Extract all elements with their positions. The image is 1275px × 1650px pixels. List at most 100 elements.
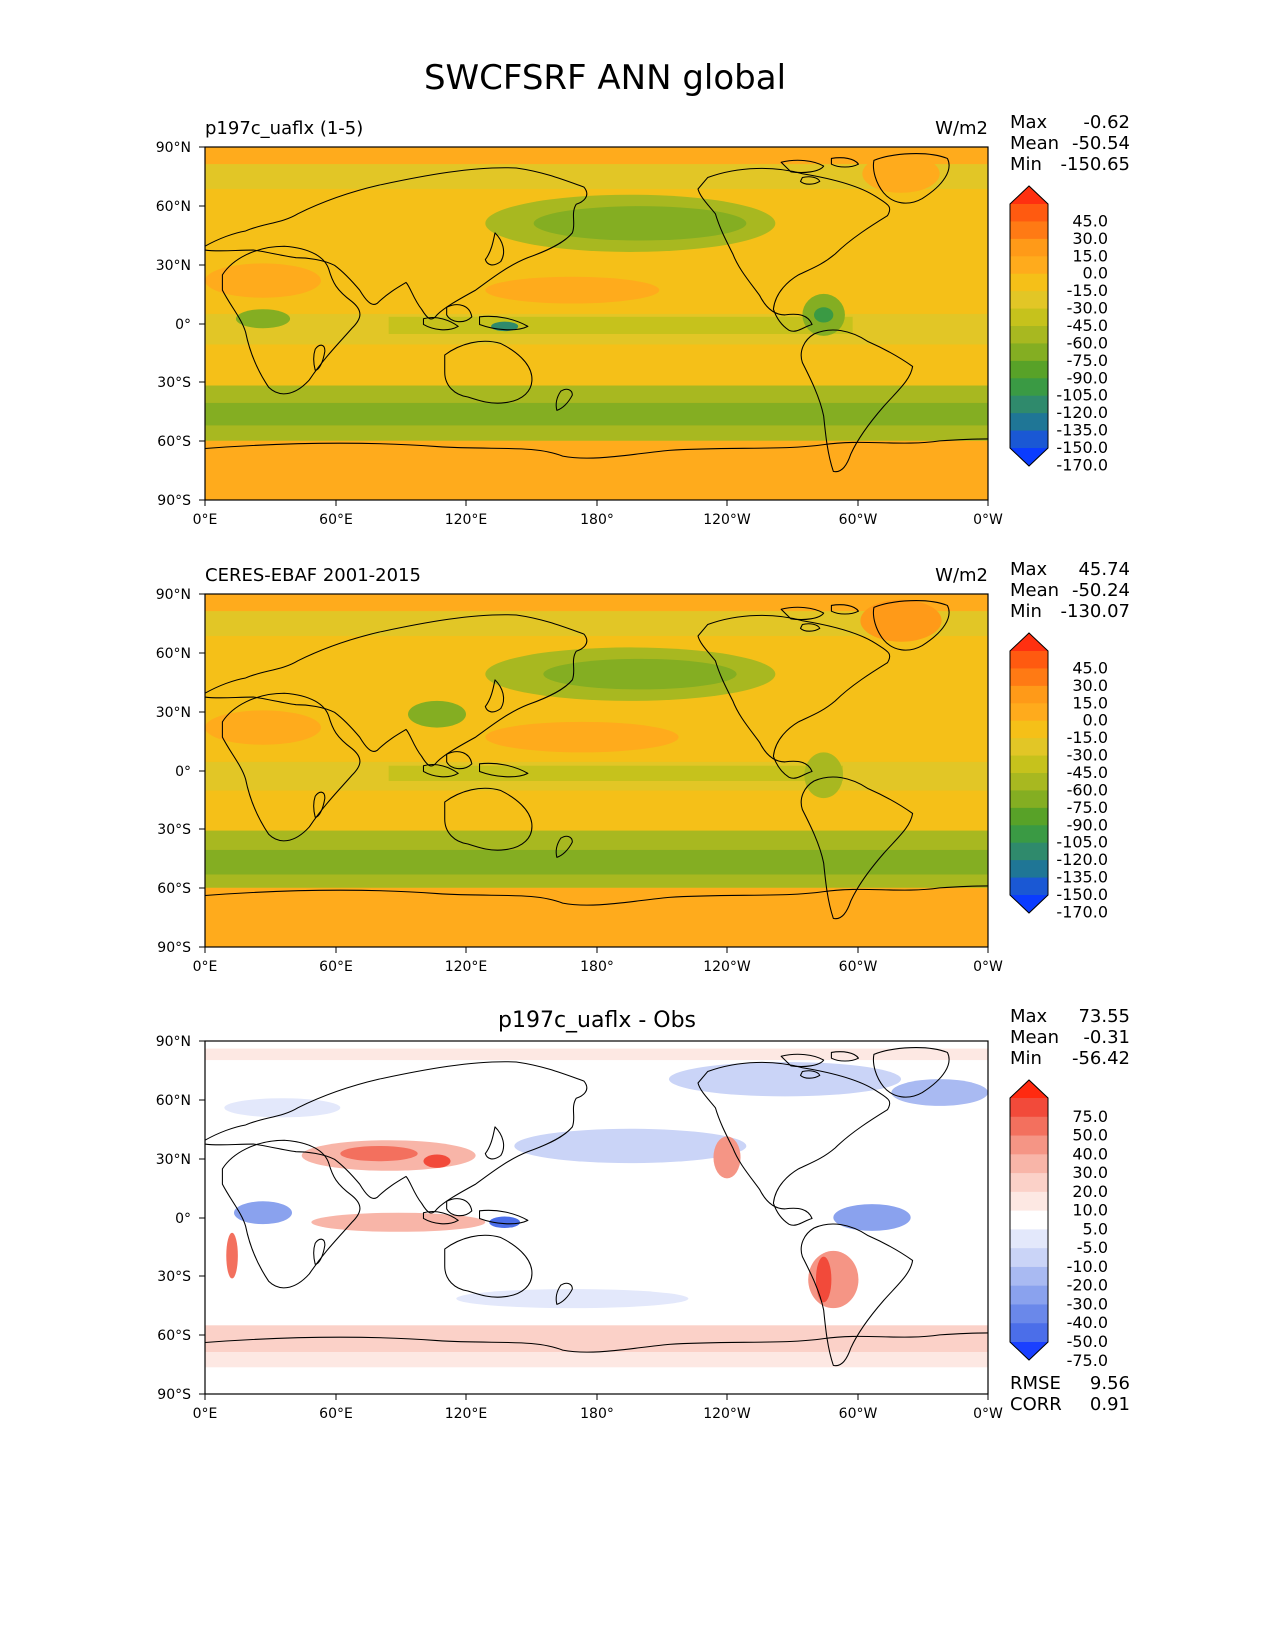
lat-tick-label: 90°S — [157, 940, 191, 956]
colorbar-tick-label: -75.0 — [1067, 798, 1108, 817]
colorbar-tick-label: -60.0 — [1067, 333, 1108, 352]
map-plot-ref — [205, 594, 988, 947]
colorbar-bin — [1010, 395, 1048, 414]
lon-tick-label: 120°W — [703, 512, 751, 528]
lat-tick-label: 30°S — [157, 375, 191, 391]
colorbar-tick-label: -120.0 — [1056, 403, 1108, 422]
lat-axis: 90°N 60°N 30°N 0° 30°S 60°S 90°S — [156, 140, 205, 509]
colorbar-tick-label: 30.0 — [1072, 676, 1108, 695]
colorbar-bin — [1010, 221, 1048, 240]
lon-tick-label: 120°W — [703, 959, 751, 975]
colorbar-tick-label: 0.0 — [1083, 711, 1108, 730]
lon-tick-label: 60°W — [839, 959, 878, 975]
colorbar: 75.050.040.030.020.010.05.0-5.0-10.0-20.… — [1009, 1079, 1108, 1370]
colorbar-bin — [1010, 256, 1048, 275]
lon-axis: 0°E 60°E 120°E 180° 120°W 60°W 0°W — [193, 947, 1003, 975]
stat-label: Min — [1010, 1048, 1042, 1069]
panel-test: p197c_uaflx (1-5) W/m2 — [156, 112, 1130, 528]
lon-tick-label: 0°E — [193, 1406, 218, 1422]
colorbar-bin — [1010, 308, 1048, 327]
colorbar-bin — [1010, 842, 1048, 861]
lat-tick-label: 60°S — [157, 881, 191, 897]
colorbar-outline — [1009, 1079, 1049, 1361]
colorbar-tick-label: -90.0 — [1067, 368, 1108, 387]
colorbar-tick-label: 45.0 — [1072, 211, 1108, 230]
colorbar-bin — [1010, 738, 1048, 757]
colorbar-tick-label: -75.0 — [1067, 1351, 1108, 1370]
lat-tick-label: 60°N — [156, 199, 191, 215]
stat-value: 45.74 — [1078, 559, 1130, 580]
colorbar-tick-label: 50.0 — [1072, 1126, 1108, 1145]
lat-tick-label: 30°N — [156, 258, 191, 274]
colorbar-tick-label: -120.0 — [1056, 850, 1108, 869]
colorbar-tick-label: 5.0 — [1083, 1219, 1108, 1238]
colorbar-bin — [1010, 1229, 1048, 1249]
colorbar-extend-min — [1010, 448, 1048, 466]
colorbar-tick-label: -135.0 — [1056, 868, 1108, 887]
stat-value: -50.24 — [1072, 580, 1130, 601]
colorbar-extend-max — [1010, 1080, 1048, 1098]
colorbar-bin — [1010, 1191, 1048, 1212]
lat-tick-label: 90°S — [157, 1387, 191, 1403]
lon-tick-label: 180° — [580, 512, 614, 528]
map-plot-diff — [205, 1041, 988, 1394]
colorbar-bin — [1010, 1135, 1048, 1155]
lat-tick-label: 30°N — [156, 705, 191, 721]
colorbar-bin — [1010, 204, 1048, 223]
lon-tick-label: 120°E — [445, 959, 488, 975]
colorbar-tick-label: -105.0 — [1056, 833, 1108, 852]
stat-value: -150.65 — [1061, 154, 1130, 175]
stat-value: -0.31 — [1083, 1027, 1130, 1048]
colorbar-tick-label: -5.0 — [1077, 1238, 1108, 1257]
lat-axis: 90°N 60°N 30°N 0° 30°S 60°S 90°S — [156, 587, 205, 956]
colorbar-bin — [1010, 651, 1048, 670]
lat-tick-label: 90°S — [157, 493, 191, 509]
colorbar-tick-label: -135.0 — [1056, 421, 1108, 440]
stats-block: Max 45.74 Mean -50.24 Min -130.07 — [1010, 559, 1130, 622]
lon-tick-label: 60°E — [319, 512, 353, 528]
lon-tick-label: 120°W — [703, 1406, 751, 1422]
stat-label: Min — [1010, 601, 1042, 622]
colorbar-tick-label: 75.0 — [1072, 1107, 1108, 1126]
panel-title-center: p197c_uaflx - Obs — [498, 1008, 696, 1033]
stat-label: Max — [1010, 112, 1048, 133]
colorbar-tick-label: -30.0 — [1067, 299, 1108, 318]
panel-diff: p197c_uaflx - Obs — [156, 1006, 1130, 1422]
stat-label: Mean — [1010, 1027, 1059, 1048]
colorbar-bin — [1010, 668, 1048, 687]
panel-title-left: CERES-EBAF 2001-2015 — [205, 565, 421, 586]
colorbar-bin — [1010, 860, 1048, 879]
colorbar-tick-label: 10.0 — [1072, 1201, 1108, 1220]
colorbar-tick-label: -20.0 — [1067, 1276, 1108, 1295]
colorbar-bin — [1010, 825, 1048, 844]
colorbar-bin — [1010, 1154, 1048, 1174]
colorbar-bin — [1010, 755, 1048, 774]
colorbar-bin — [1010, 1173, 1048, 1193]
colorbar-bin — [1010, 273, 1048, 292]
colorbar-bin — [1010, 238, 1048, 257]
panel-units: W/m2 — [935, 565, 988, 586]
lon-tick-label: 120°E — [445, 512, 488, 528]
stat-label: Max — [1010, 1006, 1048, 1027]
colorbar-tick-label: -10.0 — [1067, 1257, 1108, 1276]
colorbar-bin — [1010, 703, 1048, 722]
stat-value: -0.62 — [1083, 112, 1130, 133]
colorbar-tick-label: 30.0 — [1072, 229, 1108, 248]
colorbar-tick-label: -40.0 — [1067, 1313, 1108, 1332]
colorbar-bin — [1010, 360, 1048, 379]
colorbar-tick-label: -105.0 — [1056, 386, 1108, 405]
lon-tick-label: 0°W — [973, 512, 1003, 528]
lon-tick-label: 180° — [580, 1406, 614, 1422]
lon-tick-label: 60°E — [319, 959, 353, 975]
colorbar-bin — [1010, 326, 1048, 345]
lon-tick-label: 60°E — [319, 1406, 353, 1422]
colorbar-tick-label: 45.0 — [1072, 658, 1108, 677]
lat-tick-label: 60°S — [157, 1328, 191, 1344]
colorbar-tick-label: -75.0 — [1067, 351, 1108, 370]
stat-label: Mean — [1010, 580, 1059, 601]
colorbar-tick-label: 20.0 — [1072, 1182, 1108, 1201]
panel-ref: CERES-EBAF 2001-2015 W/m2 — [156, 559, 1130, 975]
colorbar-bin — [1010, 291, 1048, 310]
colorbar-bin — [1010, 1248, 1048, 1268]
colorbar-bin — [1010, 378, 1048, 397]
